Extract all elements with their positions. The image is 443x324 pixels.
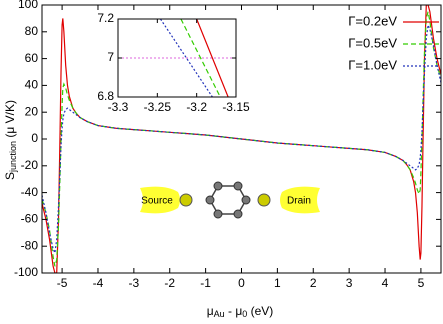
x-label-part: - μ xyxy=(225,304,243,318)
source-electrode xyxy=(140,186,180,214)
y-tick-label: -100 xyxy=(14,265,38,279)
x-tick-label: -3 xyxy=(129,276,140,290)
x-tick-label: -1 xyxy=(200,276,211,290)
x-tick-label: -5 xyxy=(57,276,68,290)
inset-bg xyxy=(118,19,236,97)
x-tick-label: -3.3 xyxy=(108,100,129,114)
y-tick-label: -60 xyxy=(21,212,39,226)
x-tick-label: 4 xyxy=(382,276,389,290)
plot-area xyxy=(42,5,441,273)
y-tick-label: -80 xyxy=(21,238,39,252)
x-axis-label: μAu - μ0 (eV) xyxy=(207,304,274,319)
drain-electrode xyxy=(280,186,320,214)
y-tick-label: 40 xyxy=(25,78,39,92)
y-tick-label: 60 xyxy=(25,51,39,65)
x-tick-label: 2 xyxy=(310,276,317,290)
y-tick-label: 7.2 xyxy=(97,11,114,25)
plot-frame xyxy=(117,18,237,98)
y-tick-label: 20 xyxy=(25,104,39,118)
series-line xyxy=(180,19,221,97)
y-tick-label: -40 xyxy=(21,185,39,199)
x-tick-label: -2 xyxy=(164,276,175,290)
series-line xyxy=(42,22,441,256)
y-axis-label: Sjunction (μ V/K) xyxy=(3,100,18,180)
annotation: Source xyxy=(141,196,173,207)
plot-area xyxy=(118,19,236,97)
y-tick-label: 80 xyxy=(25,24,39,38)
y-tick-label: 7 xyxy=(107,50,114,64)
y-tick-label: 100 xyxy=(18,0,38,11)
molecule-diagram xyxy=(140,181,320,219)
x-tick-label: -3.25 xyxy=(144,100,172,114)
x-tick-label: 3 xyxy=(346,276,353,290)
legend-label: Γ=0.2eV xyxy=(348,13,397,28)
x-label-part: μ xyxy=(207,304,214,318)
x-tick-label: -3.2 xyxy=(186,100,207,114)
atom xyxy=(257,193,271,207)
x-label-part: Au xyxy=(214,309,225,319)
annotation: Drain xyxy=(287,196,311,207)
atom xyxy=(179,193,193,207)
y-tick-label: 0 xyxy=(31,131,38,145)
x-tick-label: -4 xyxy=(93,276,104,290)
x-tick-label: 0 xyxy=(238,276,245,290)
ring xyxy=(209,185,247,215)
x-tick-label: 5 xyxy=(418,276,425,290)
legend-label: Γ=1.0eV xyxy=(348,57,397,72)
legend-label: Γ=0.5eV xyxy=(348,35,397,50)
x-label-part: 0 xyxy=(242,309,247,319)
y-label-part: junction xyxy=(8,141,18,173)
y-tick-label: 6.8 xyxy=(97,89,114,103)
y-label-part: S xyxy=(3,172,17,180)
plot-frame xyxy=(41,4,442,274)
y-tick-label: -20 xyxy=(21,158,39,172)
x-tick-label: 1 xyxy=(274,276,281,290)
y-label-part: (μ V/K) xyxy=(3,100,17,141)
x-label-part: (eV) xyxy=(247,304,273,318)
series-line xyxy=(196,19,229,97)
x-tick-label: -3.15 xyxy=(222,100,250,114)
